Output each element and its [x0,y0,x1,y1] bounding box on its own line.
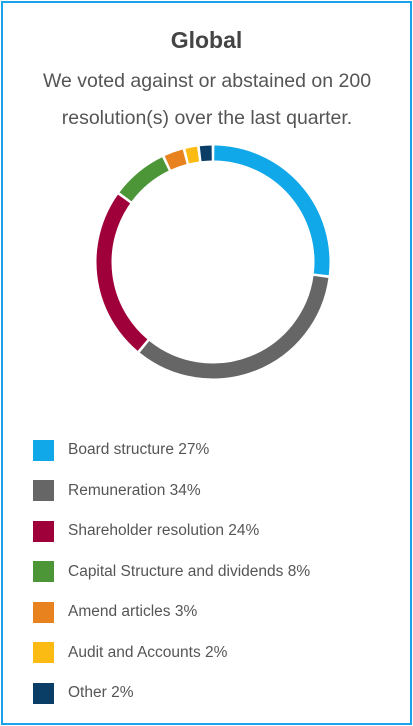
legend-value: 34% [169,481,201,499]
legend-value: 27% [178,441,210,458]
legend-item: Shareholder resolution 24% [33,520,259,542]
legend-item: Board structure 27% [33,439,209,461]
legend-swatch [33,561,54,582]
legend-value: 8% [287,562,311,580]
legend-label: Remuneration 34% [68,482,201,500]
legend-label: Shareholder resolution 24% [68,522,259,540]
legend-swatch [33,520,54,542]
donut-chart [96,145,330,379]
donut-segment [96,194,148,351]
legend-value: 2% [111,684,134,701]
chart-title: Global [170,27,243,53]
legend-swatch [33,642,54,663]
legend-label: Other 2% [68,684,133,702]
legend-category: Audit and Accounts [68,643,201,661]
donut-segment [139,275,329,379]
legend-swatch [33,682,54,704]
donut-segment [119,157,169,202]
legend-item: Other 2% [33,682,133,704]
legend-value: 3% [174,603,198,620]
legend-category: Amend articles [68,603,171,620]
legend-label: Audit and Accounts 2% [68,644,227,662]
legend-value: 2% [205,643,228,661]
legend-item: Amend articles 3% [33,601,197,623]
donut-segment [199,145,212,162]
legend-category: Other [68,684,107,701]
legend-label: Board structure 27% [68,441,209,459]
donut-segment [214,145,330,276]
legend-category: Shareholder resolution [68,522,224,539]
legend-swatch [33,439,54,461]
legend-category: Remuneration [68,481,166,499]
legend-item: Audit and Accounts 2% [33,642,227,664]
legend-category: Capital Structure and dividends [68,562,284,580]
legend-label: Capital Structure and dividends 8% [68,563,310,581]
legend-category: Board structure [68,441,174,458]
donut-segment [185,146,200,164]
legend-swatch [33,480,54,501]
legend-value: 24% [228,522,260,539]
legend-item: Remuneration 34% [33,480,201,502]
legend-swatch [33,601,54,623]
donut-segment [164,149,187,170]
legend-item: Capital Structure and dividends 8% [33,561,310,583]
chart-subtitle: We voted against or abstained on 200 res… [42,70,372,129]
legend-label: Amend articles 3% [68,603,197,621]
